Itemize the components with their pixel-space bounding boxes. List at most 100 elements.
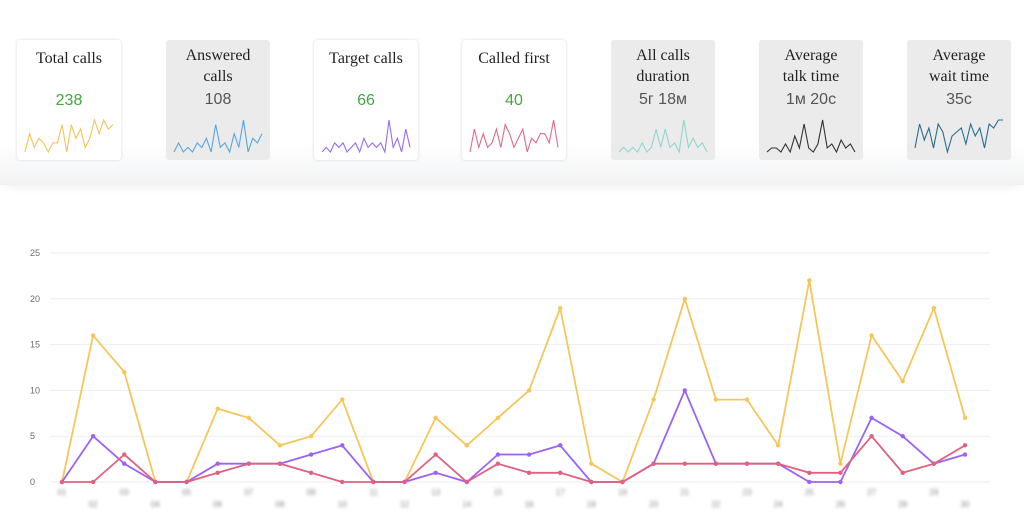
sparkline [766,119,856,154]
data-point[interactable] [651,461,656,466]
sparkline-path [766,119,856,154]
data-point[interactable] [713,461,719,466]
data-point[interactable] [682,461,687,466]
data-point[interactable] [90,333,96,338]
card-value: 5г 18м [639,91,687,108]
card-value: 238 [55,92,83,109]
data-point[interactable] [558,443,563,448]
summary-card[interactable]: All calls duration 5г 18м [611,40,715,160]
data-point[interactable] [869,415,874,421]
data-point[interactable] [246,461,252,466]
data-point[interactable] [122,369,127,375]
sparkline [914,119,1003,155]
data-point[interactable] [682,296,687,301]
data-point[interactable] [807,470,812,476]
data-point[interactable] [869,434,874,439]
data-point[interactable] [838,461,843,466]
data-point[interactable] [651,397,656,402]
data-point[interactable] [558,470,563,476]
data-point[interactable] [589,461,594,466]
data-point[interactable] [215,470,220,476]
data-point[interactable] [122,461,127,466]
data-point[interactable] [682,388,687,393]
data-point[interactable] [153,479,158,485]
data-point[interactable] [620,479,625,485]
data-point[interactable] [900,470,905,476]
data-point[interactable] [433,452,438,457]
sparkline-path [469,119,559,153]
data-point[interactable] [931,305,937,311]
summary-card[interactable]: Average wait time 35с [907,40,1011,160]
y-tick-label: 15 [30,340,40,350]
summary-card[interactable]: Average talk time 1м 20с [759,40,863,160]
x-tick-label: 25 [805,488,814,497]
data-point[interactable] [495,452,501,457]
x-tick-label: 03 [120,488,129,497]
data-point[interactable] [464,479,469,485]
data-point[interactable] [838,470,843,476]
data-point[interactable] [713,397,719,402]
x-tick-label: 06 [213,500,222,509]
data-point[interactable] [371,479,376,485]
data-point[interactable] [433,415,438,421]
data-point[interactable] [744,397,750,402]
data-point[interactable] [277,443,283,448]
series-line [61,389,966,483]
data-point[interactable] [962,415,968,421]
summary-card[interactable]: Target calls 66 [314,40,418,160]
data-point[interactable] [526,452,532,457]
data-point[interactable] [308,434,314,439]
summary-card[interactable]: Answered calls 108 [166,40,270,160]
series-line [61,279,966,483]
x-tick-label: 19 [618,488,627,497]
y-tick-label: 5 [30,431,35,441]
x-tick-label: 08 [276,500,285,509]
x-tick-label: 23 [743,488,752,497]
data-point[interactable] [246,415,252,421]
data-point[interactable] [495,461,501,466]
data-point[interactable] [90,434,96,439]
data-point[interactable] [184,479,189,485]
data-point[interactable] [215,406,220,411]
data-point[interactable] [775,461,781,466]
data-point[interactable] [340,397,345,402]
summary-card[interactable]: Total calls 238 [17,40,121,160]
data-point[interactable] [277,461,283,466]
data-point[interactable] [589,479,594,485]
x-tick-label: 12 [400,500,409,509]
data-point[interactable] [215,461,220,466]
data-point[interactable] [775,443,781,448]
data-point[interactable] [340,443,345,448]
data-point[interactable] [464,443,469,448]
x-tick-label: 26 [836,500,845,509]
data-point[interactable] [869,333,874,338]
data-point[interactable] [90,479,96,485]
data-point[interactable] [558,305,563,311]
data-point[interactable] [340,479,345,485]
data-point[interactable] [526,470,532,476]
data-point[interactable] [402,479,407,485]
data-point[interactable] [495,415,501,421]
data-point[interactable] [900,379,905,384]
x-tick-label: 21 [680,488,689,497]
data-point[interactable] [308,470,314,476]
summary-card[interactable]: Called first 40 [462,40,566,160]
data-point[interactable] [962,452,968,457]
x-tick-label: 22 [711,500,720,509]
data-point[interactable] [308,452,314,457]
data-point[interactable] [526,388,532,393]
data-point[interactable] [807,278,812,283]
data-point[interactable] [807,479,812,485]
data-point[interactable] [122,452,127,457]
x-tick-label: 17 [556,488,565,497]
data-point[interactable] [900,434,905,439]
data-point[interactable] [838,479,843,485]
y-tick-label: 10 [30,385,40,395]
data-point[interactable] [962,443,968,448]
data-point[interactable] [931,461,937,466]
sparkline [173,119,263,154]
card-title: Average wait time [929,47,989,85]
data-point[interactable] [433,470,438,476]
data-point[interactable] [744,461,750,466]
data-point[interactable] [59,479,65,485]
